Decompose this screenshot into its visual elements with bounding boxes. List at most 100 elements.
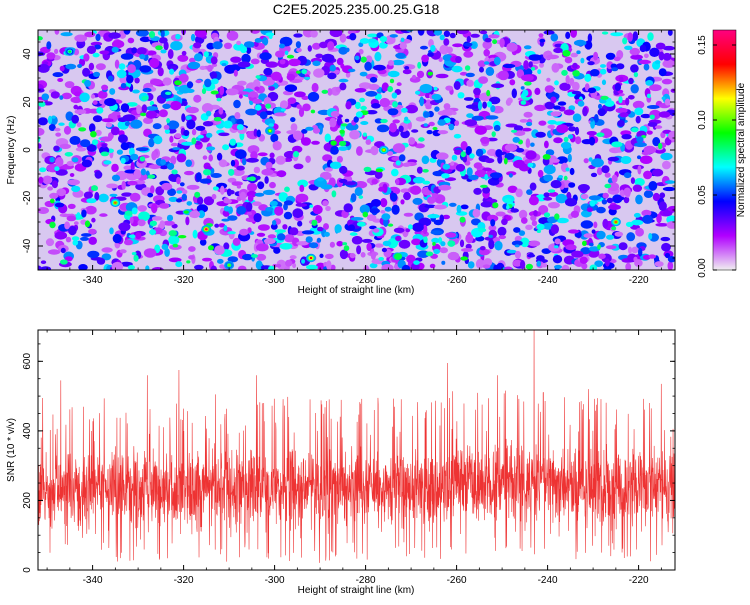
heatmap-blob <box>454 120 460 126</box>
heatmap-blob <box>557 101 567 106</box>
heatmap-blob <box>48 124 56 131</box>
heatmap-blob <box>417 61 422 69</box>
heatmap-blob <box>196 204 208 213</box>
heatmap-blob <box>525 138 531 149</box>
heatmap-blob <box>168 196 178 202</box>
heatmap-blob <box>365 139 372 145</box>
heatmap-blob <box>157 67 164 77</box>
heatmap-blob <box>84 205 97 215</box>
heatmap-blob <box>342 242 348 246</box>
heatmap-blob <box>307 91 320 102</box>
heatmap-hotspot <box>205 228 208 231</box>
heatmap-blob <box>658 142 663 150</box>
heatmap-blob <box>473 162 483 169</box>
heatmap-blob <box>630 64 639 73</box>
heatmap-blob <box>167 162 175 170</box>
heatmap-blob <box>482 167 492 172</box>
heatmap-blob <box>336 240 344 247</box>
heatmap-blob <box>133 169 142 180</box>
heatmap-blob <box>380 198 388 208</box>
heatmap-blob <box>255 75 261 79</box>
heatmap-blob <box>574 126 580 136</box>
heatmap-blob <box>441 108 455 116</box>
heatmap-blob <box>296 47 302 53</box>
heatmap-blob <box>194 53 203 62</box>
heatmap-blob <box>88 123 96 133</box>
heatmap-blob <box>428 121 435 127</box>
heatmap-blob <box>52 72 64 78</box>
heatmap-blob <box>101 143 107 148</box>
heatmap-blob <box>295 193 309 203</box>
heatmap-blob <box>633 212 641 218</box>
heatmap-blob <box>286 54 295 59</box>
heatmap-blob <box>492 39 498 45</box>
heatmap-blob <box>504 266 513 270</box>
heatmap-blob <box>210 56 218 65</box>
heatmap-blob <box>445 232 457 238</box>
heatmap-blob <box>236 124 244 131</box>
heatmap-blob <box>408 224 413 230</box>
heatmap-blob <box>101 247 113 253</box>
heatmap-blob <box>550 33 559 42</box>
heatmap-blob <box>66 160 75 167</box>
heatmap-blob <box>310 30 318 38</box>
heatmap-blob <box>69 173 75 177</box>
heatmap-blob <box>296 241 309 246</box>
heatmap-blob <box>214 223 220 228</box>
heatmap-blob <box>40 260 47 265</box>
heatmap-blob <box>664 252 671 259</box>
heatmap-blob <box>208 154 213 162</box>
heatmap-blob <box>293 163 304 170</box>
heatmap-blob <box>109 88 116 95</box>
heatmap-blob <box>584 73 592 82</box>
heatmap-blob <box>193 42 202 49</box>
heatmap-blob <box>577 184 590 192</box>
heatmap-blob <box>316 177 324 182</box>
heatmap-blob <box>49 221 56 229</box>
heatmap-blob <box>524 81 532 86</box>
heatmap-blob <box>177 54 189 62</box>
heatmap-blob <box>460 256 469 261</box>
heatmap-blob <box>601 31 609 35</box>
heatmap-blob <box>211 63 218 67</box>
heatmap-blob <box>522 89 529 97</box>
heatmap-blob <box>201 88 207 95</box>
heatmap-blob <box>447 240 456 247</box>
heatmap-blob <box>354 181 368 189</box>
heatmap-blob <box>131 47 138 54</box>
heatmap-blob <box>186 201 193 206</box>
heatmap-blob <box>543 164 556 175</box>
heatmap-blob <box>418 137 425 142</box>
heatmap-blob <box>315 262 326 270</box>
heatmap-blob <box>455 56 462 64</box>
heatmap-blob <box>510 129 518 133</box>
heatmap-blob <box>339 33 347 43</box>
heatmap-blob <box>563 136 569 143</box>
heatmap-blob <box>475 258 485 269</box>
heatmap-blob <box>312 60 321 67</box>
heatmap-blob <box>432 126 438 131</box>
heatmap-blob <box>169 68 175 75</box>
heatmap-blob <box>359 38 370 44</box>
heatmap-blob <box>136 104 142 115</box>
heatmap-blob <box>134 77 140 84</box>
heatmap-blob <box>590 92 597 99</box>
heatmap-blob <box>123 165 133 171</box>
heatmap-blob <box>82 67 91 77</box>
heatmap-blob <box>322 200 329 207</box>
heatmap-blob <box>236 91 250 95</box>
heatmap-blob <box>456 204 462 214</box>
heatmap-blob <box>247 182 258 192</box>
heatmap-blob <box>159 220 165 230</box>
heatmap-blob <box>263 189 276 195</box>
heatmap-blob <box>580 220 594 229</box>
heatmap-blob <box>223 199 232 204</box>
heatmap-blob <box>128 143 135 149</box>
heatmap-blob <box>274 112 287 117</box>
heatmap-blob <box>371 178 378 185</box>
heatmap-blob <box>135 147 149 152</box>
heatmap-blob <box>212 186 219 191</box>
heatmap-blob <box>376 124 390 133</box>
heatmap-blob <box>38 63 50 73</box>
